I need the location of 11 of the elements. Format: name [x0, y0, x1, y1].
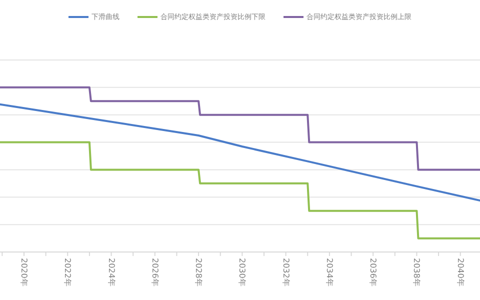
x-tick-label: 2034年 [324, 258, 334, 286]
x-tick-label: 2028年 [194, 258, 204, 286]
x-tick-label: 2040年 [456, 258, 465, 286]
x-tick-label: 2024年 [106, 258, 116, 286]
x-tick-label: 2032年 [281, 258, 290, 286]
x-tick-label: 2036年 [368, 258, 378, 286]
x-tick-label: 2022年 [63, 258, 72, 286]
x-tick-label: 2038年 [412, 258, 422, 286]
x-tick-label: 2030年 [238, 258, 247, 286]
x-tick-label: 2026年 [150, 258, 160, 286]
x-tick-label: 2020年 [20, 258, 28, 286]
